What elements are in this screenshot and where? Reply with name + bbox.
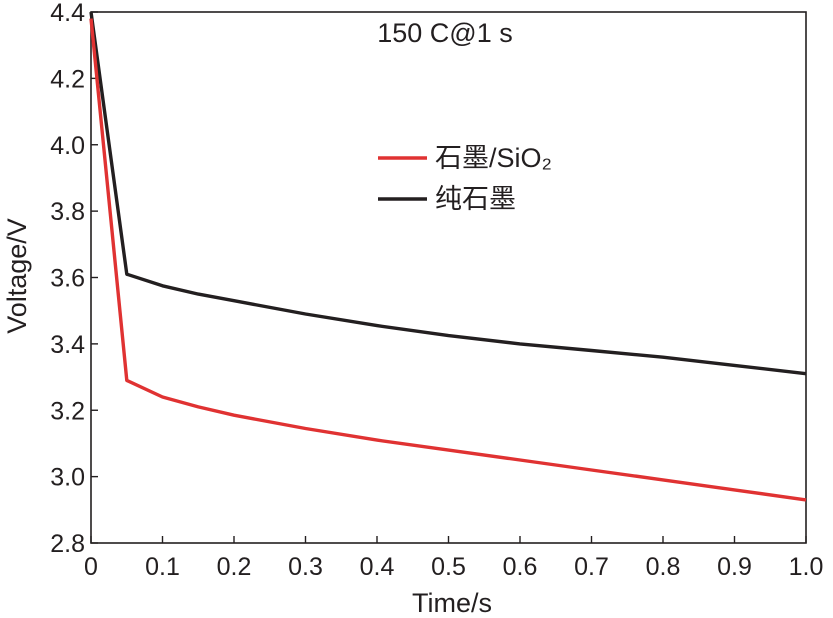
y-tick-label: 2.8 <box>50 530 85 558</box>
legend: 石墨/SiO₂ 纯石墨 <box>378 143 552 214</box>
x-tick-label: 0.7 <box>574 553 609 581</box>
series-line-2 <box>89 11 807 376</box>
x-axis-title: Time/s <box>412 588 492 618</box>
legend-label: 石墨/SiO₂ <box>435 143 552 173</box>
y-tick-label: 4.0 <box>50 132 85 160</box>
y-tick-label: 4.4 <box>50 0 85 27</box>
y-tick-label: 3.8 <box>50 198 85 226</box>
y-tick-label: 3.0 <box>50 464 85 492</box>
x-tick-label: 1.0 <box>789 553 824 581</box>
chart-annotation: 150 C@1 s <box>377 18 512 48</box>
x-tick-label: 0.6 <box>503 553 538 581</box>
x-axis: 0 0.1 0.2 0.3 0.4 0.5 0.6 0.7 0.8 0.9 1.0 <box>84 536 823 581</box>
x-tick-label: 0.3 <box>288 553 323 581</box>
x-tick-label: 0.8 <box>646 553 681 581</box>
y-tick-label: 4.2 <box>50 65 85 93</box>
legend-label: 纯石墨 <box>435 184 516 214</box>
x-tick-label: 0.4 <box>360 553 395 581</box>
x-tick-label: 0.5 <box>431 553 466 581</box>
series-line-1 <box>89 18 807 502</box>
x-tick-label: 0.9 <box>717 553 752 581</box>
y-axis-title: Voltage/V <box>2 218 32 334</box>
plot-frame <box>90 11 807 544</box>
y-tick-label: 3.4 <box>50 331 85 359</box>
x-tick-label: 0.2 <box>217 553 252 581</box>
y-axis: 2.8 3.0 3.2 3.4 3.6 3.8 4.0 4.2 4.4 <box>50 0 98 558</box>
y-tick-label: 3.2 <box>50 397 85 425</box>
x-tick-label: 0 <box>84 553 98 581</box>
x-tick-label: 0.1 <box>145 553 180 581</box>
y-tick-label: 3.6 <box>50 265 85 293</box>
plot-area-frame <box>90 11 807 544</box>
series-lines <box>89 11 807 502</box>
